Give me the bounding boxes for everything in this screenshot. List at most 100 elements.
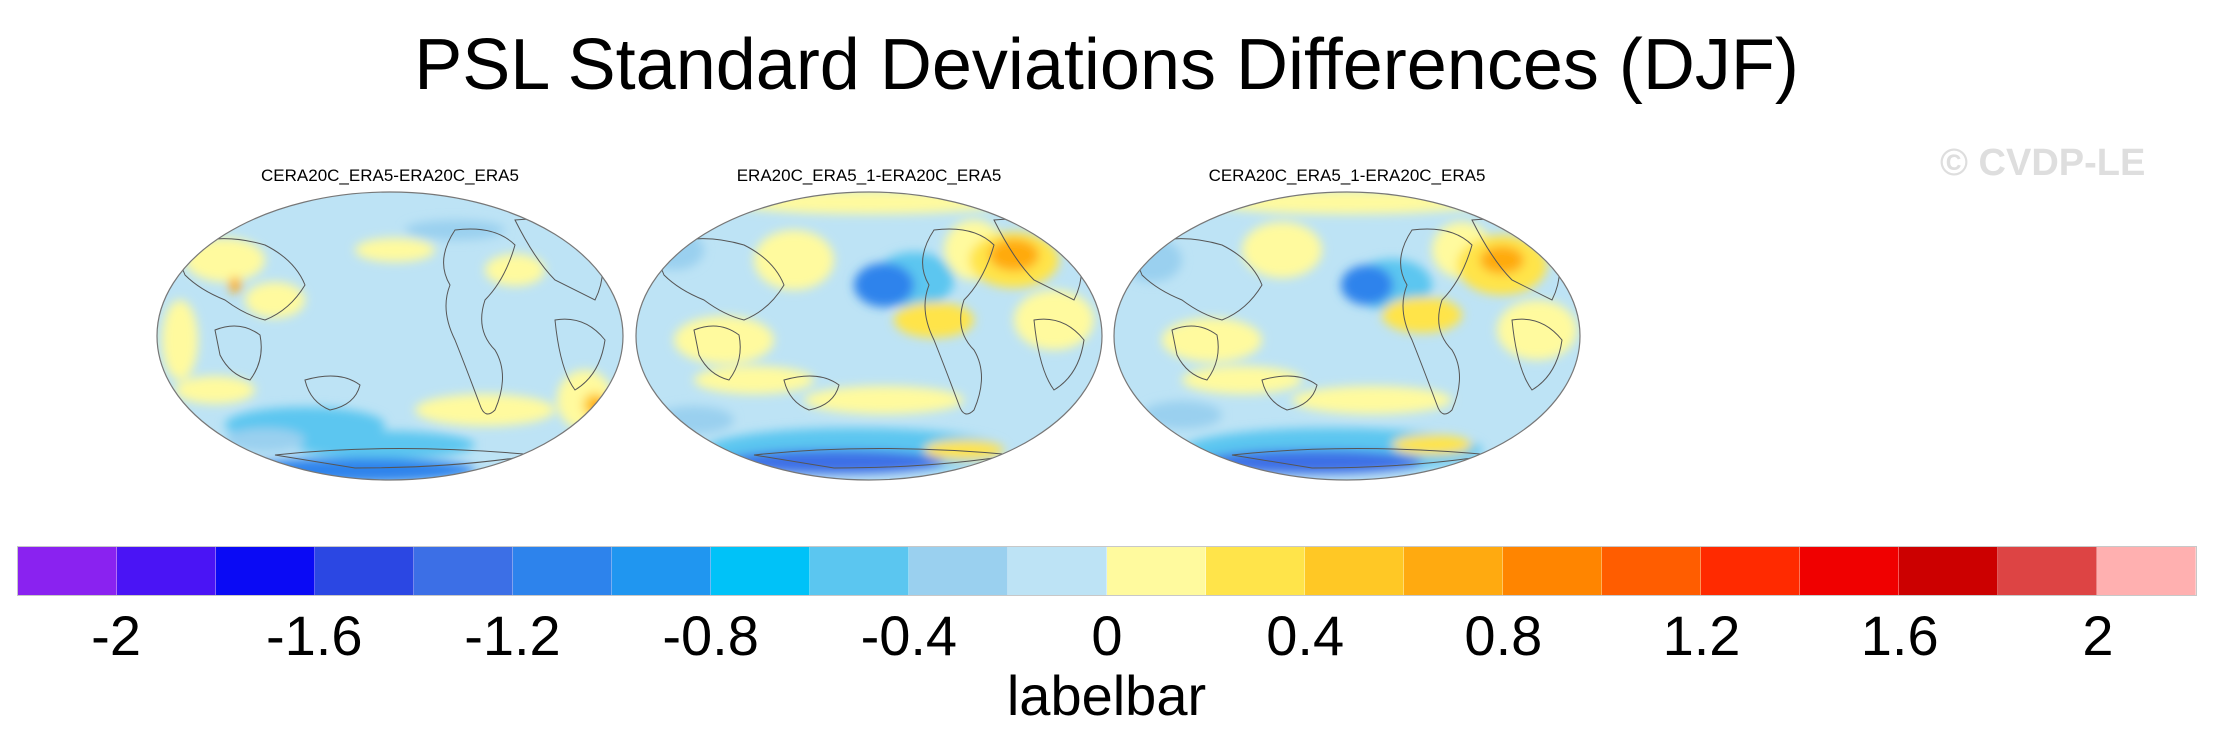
anomaly-region bbox=[1292, 386, 1452, 414]
labelbar-swatch bbox=[1404, 547, 1503, 595]
coastline bbox=[1400, 228, 1473, 415]
map-border bbox=[635, 191, 1103, 481]
labelbar-tick-label: 0 bbox=[1091, 604, 1123, 667]
coastline bbox=[174, 238, 306, 321]
coastline bbox=[1033, 318, 1085, 391]
world-map bbox=[635, 191, 1103, 481]
anomaly-region bbox=[485, 254, 545, 286]
world-map bbox=[156, 191, 624, 481]
anomaly-region bbox=[1142, 401, 1222, 429]
labelbar-swatch bbox=[1008, 547, 1107, 595]
anomaly-region bbox=[185, 238, 265, 282]
labelbar-tick-label: 1.2 bbox=[1662, 604, 1741, 667]
anomaly-region bbox=[245, 282, 305, 318]
coastline bbox=[653, 238, 785, 321]
labelbar-swatch bbox=[216, 547, 315, 595]
labelbar-tick-label: -2 bbox=[91, 604, 141, 667]
coastline bbox=[1131, 238, 1263, 321]
coastline bbox=[783, 375, 840, 411]
panel-title: ERA20C_ERA5_1-ERA20C_ERA5 bbox=[736, 166, 1002, 185]
anomaly-region bbox=[804, 386, 964, 414]
anomaly-region bbox=[355, 238, 435, 262]
color-labelbar bbox=[17, 546, 2197, 596]
anomaly-region bbox=[229, 277, 241, 293]
anomaly-region bbox=[1480, 246, 1524, 274]
coastline bbox=[1511, 318, 1563, 391]
map-border bbox=[1113, 191, 1581, 481]
anomaly-region bbox=[729, 192, 1009, 214]
coastline bbox=[693, 325, 741, 381]
labelbar-swatch bbox=[117, 547, 216, 595]
watermark: © CVDP-LE bbox=[1940, 142, 2146, 184]
coastline bbox=[554, 318, 606, 391]
coastline bbox=[1261, 375, 1318, 411]
anomaly-region bbox=[654, 406, 734, 434]
anomaly-region bbox=[924, 440, 1004, 460]
labelbar-tick-label: 2 bbox=[2082, 604, 2114, 667]
labelbar-swatch bbox=[1503, 547, 1602, 595]
labelbar-swatch bbox=[612, 547, 711, 595]
world-map bbox=[1113, 191, 1581, 481]
anomaly-region bbox=[1242, 222, 1322, 278]
labelbar-tick-label: -0.8 bbox=[662, 604, 759, 667]
labelbar-swatch bbox=[810, 547, 909, 595]
labelbar-swatch bbox=[1899, 547, 1998, 595]
anomaly-region bbox=[754, 230, 834, 290]
anomaly-region bbox=[724, 450, 944, 474]
anomaly-region bbox=[644, 230, 704, 270]
anomaly-region bbox=[894, 302, 974, 338]
labelbar-tick-label: -0.4 bbox=[860, 604, 958, 667]
labelbar-swatch bbox=[1206, 547, 1305, 595]
anomaly-region bbox=[1341, 265, 1393, 305]
map-border bbox=[156, 191, 624, 481]
figure-title: PSL Standard Deviations Differences (DJF… bbox=[414, 25, 1799, 105]
anomaly-region bbox=[162, 300, 198, 380]
map-panel-3: CERA20C_ERA5_1-ERA20C_ERA5 bbox=[1112, 166, 1582, 482]
labelbar-swatch bbox=[414, 547, 513, 595]
anomaly-region bbox=[694, 366, 814, 394]
labelbar-tick-label: 0.4 bbox=[1266, 604, 1345, 667]
coastline bbox=[1171, 325, 1219, 381]
coastline bbox=[214, 325, 262, 381]
panel-title: CERA20C_ERA5-ERA20C_ERA5 bbox=[261, 166, 519, 185]
anomaly-region bbox=[1202, 450, 1422, 474]
labelbar-swatch bbox=[1701, 547, 1800, 595]
labelbar-swatch bbox=[1305, 547, 1404, 595]
labelbar-swatch bbox=[909, 547, 1008, 595]
labelbar-ticks: -2 -1.6 -1.2 -0.8 -0.4 0 0.4 0.8 1.2 1.6 2 bbox=[17, 606, 2197, 666]
anomaly-region bbox=[1182, 366, 1302, 394]
labelbar-swatch bbox=[711, 547, 810, 595]
labelbar-tick-label: 0.8 bbox=[1464, 604, 1543, 667]
map-panel-2: ERA20C_ERA5_1-ERA20C_ERA5 bbox=[634, 166, 1104, 482]
labelbar-tick-label: -1.6 bbox=[266, 604, 363, 667]
anomaly-region bbox=[1207, 192, 1487, 214]
anomaly-region bbox=[1162, 318, 1262, 362]
anomaly-region bbox=[1382, 297, 1462, 333]
anomaly-region bbox=[674, 316, 774, 364]
anomaly-region bbox=[175, 376, 255, 404]
labelbar-swatch bbox=[1998, 547, 2097, 595]
labelbar-title: labelbar bbox=[1006, 664, 1207, 727]
coastline bbox=[443, 228, 516, 415]
labelbar-swatch bbox=[1107, 547, 1206, 595]
labelbar-swatch bbox=[1602, 547, 1701, 595]
labelbar-swatch bbox=[1800, 547, 1899, 595]
anomaly-region bbox=[295, 431, 475, 459]
coastline bbox=[304, 375, 361, 411]
anomaly-region bbox=[415, 394, 555, 426]
labelbar-swatch bbox=[18, 547, 117, 595]
map-fill bbox=[157, 192, 623, 480]
anomaly-region bbox=[225, 428, 305, 452]
map-fill bbox=[1114, 192, 1580, 480]
anomaly-region bbox=[854, 263, 914, 307]
map-panel-1: CERA20C_ERA5-ERA20C_ERA5 bbox=[155, 166, 625, 482]
labelbar-swatch bbox=[315, 547, 414, 595]
labelbar-swatch bbox=[2097, 547, 2196, 595]
labelbar-tick-label: -1.2 bbox=[464, 604, 561, 667]
labelbar-tick-label: 1.6 bbox=[1860, 604, 1939, 667]
anomaly-region bbox=[1122, 238, 1182, 282]
panel-title: CERA20C_ERA5_1-ERA20C_ERA5 bbox=[1208, 166, 1486, 185]
coastline bbox=[922, 228, 995, 415]
anomaly-region bbox=[1497, 300, 1577, 360]
labelbar-swatch bbox=[513, 547, 612, 595]
